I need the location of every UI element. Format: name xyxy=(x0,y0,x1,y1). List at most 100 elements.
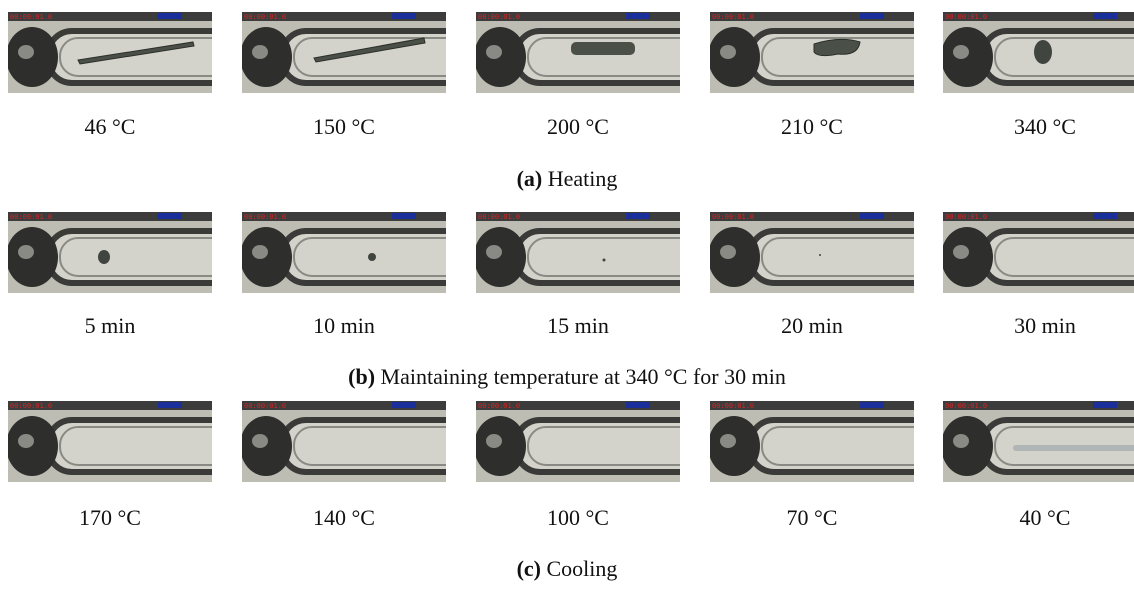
tip-glare xyxy=(486,45,502,59)
panel-label: (a) xyxy=(517,166,543,191)
image-marker xyxy=(1093,13,1117,19)
frame-label: 10 min xyxy=(242,313,446,339)
frame-label: 20 min xyxy=(710,313,914,339)
tip-glare xyxy=(953,434,969,448)
micrograph: 00:00:01.0 xyxy=(242,12,446,93)
panel-caption-text: Maintaining temperature at 340 °C for 30… xyxy=(381,364,786,389)
tip-glare xyxy=(953,45,969,59)
image-marker xyxy=(158,213,182,219)
tip xyxy=(476,416,526,476)
tip-glare xyxy=(18,245,34,259)
tip-glare xyxy=(252,245,268,259)
particle xyxy=(1034,40,1052,64)
image-timestamp: 00:00:01.0 xyxy=(244,13,286,21)
tip xyxy=(8,227,58,287)
image-marker xyxy=(860,213,884,219)
particle xyxy=(368,253,376,261)
tip xyxy=(710,227,760,287)
frame-label: 150 °C xyxy=(242,114,446,140)
micrograph: 00:00:01.0 xyxy=(8,12,212,93)
frame-label: 200 °C xyxy=(476,114,680,140)
image-timestamp: 00:00:01.0 xyxy=(712,402,754,410)
particle xyxy=(98,250,110,264)
image-marker xyxy=(392,13,416,19)
particle xyxy=(819,254,821,256)
image-marker xyxy=(626,13,650,19)
micrograph: 00:00:01.0 xyxy=(242,401,446,482)
image-marker xyxy=(626,402,650,408)
micrograph: 00:00:01.0 xyxy=(476,212,680,293)
tip xyxy=(710,416,760,476)
tip xyxy=(943,227,993,287)
image-marker xyxy=(860,13,884,19)
image-marker xyxy=(1093,402,1117,408)
image-timestamp: 00:00:01.0 xyxy=(945,213,987,221)
micrograph: 00:00:01.0 xyxy=(476,12,680,93)
image-timestamp: 00:00:01.0 xyxy=(10,402,52,410)
particle xyxy=(1013,445,1134,451)
image-marker xyxy=(158,402,182,408)
panel-label: (b) xyxy=(348,364,375,389)
frame-label: 100 °C xyxy=(476,505,680,531)
image-timestamp: 00:00:01.0 xyxy=(478,402,520,410)
micrograph: 00:00:01.0 xyxy=(943,212,1134,293)
micrograph: 00:00:01.0 xyxy=(8,212,212,293)
micrograph: 00:00:01.0 xyxy=(242,212,446,293)
tip-glare xyxy=(720,245,736,259)
tip xyxy=(8,416,58,476)
tip xyxy=(476,227,526,287)
tip xyxy=(476,27,526,87)
image-timestamp: 00:00:01.0 xyxy=(10,13,52,21)
micrograph: 00:00:01.0 xyxy=(710,212,914,293)
tip-glare xyxy=(720,45,736,59)
tip-glare xyxy=(486,434,502,448)
micrograph: 00:00:01.0 xyxy=(943,401,1134,482)
particle xyxy=(603,259,606,262)
frame-label: 40 °C xyxy=(943,505,1134,531)
frame-label: 170 °C xyxy=(8,505,212,531)
micrograph: 00:00:01.0 xyxy=(8,401,212,482)
micrograph: 00:00:01.0 xyxy=(710,401,914,482)
frame-label: 70 °C xyxy=(710,505,914,531)
image-timestamp: 00:00:01.0 xyxy=(244,402,286,410)
tip-glare xyxy=(953,245,969,259)
image-timestamp: 00:00:01.0 xyxy=(712,213,754,221)
image-marker xyxy=(392,402,416,408)
tip-glare xyxy=(252,434,268,448)
panel-caption-text: Heating xyxy=(548,166,618,191)
image-timestamp: 00:00:01.0 xyxy=(478,13,520,21)
tip xyxy=(242,227,292,287)
frame-label: 340 °C xyxy=(943,114,1134,140)
tip xyxy=(710,27,760,87)
tip-glare xyxy=(18,434,34,448)
tip xyxy=(242,27,292,87)
micrograph: 00:00:01.0 xyxy=(476,401,680,482)
image-marker xyxy=(158,13,182,19)
tip-glare xyxy=(18,45,34,59)
frame-label: 5 min xyxy=(8,313,212,339)
tip xyxy=(943,27,993,87)
tip-glare xyxy=(720,434,736,448)
panel-caption: (c) Cooling xyxy=(0,556,1134,582)
micrograph: 00:00:01.0 xyxy=(943,12,1134,93)
figure: 00:00:01.0 46 °C 00:00:01.0 150 °C 00:00:01.… xyxy=(0,0,1134,591)
frame-label: 140 °C xyxy=(242,505,446,531)
image-timestamp: 00:00:01.0 xyxy=(945,402,987,410)
image-marker xyxy=(860,402,884,408)
frame-label: 15 min xyxy=(476,313,680,339)
micrograph: 00:00:01.0 xyxy=(710,12,914,93)
image-marker xyxy=(626,213,650,219)
tip xyxy=(943,416,993,476)
image-marker xyxy=(1093,213,1117,219)
frame-label: 46 °C xyxy=(8,114,212,140)
particle xyxy=(571,42,635,55)
panel-caption: (b) Maintaining temperature at 340 °C fo… xyxy=(0,364,1134,390)
panel-caption-text: Cooling xyxy=(547,556,618,581)
tip xyxy=(8,27,58,87)
image-marker xyxy=(392,213,416,219)
tip-glare xyxy=(252,45,268,59)
frame-label: 210 °C xyxy=(710,114,914,140)
image-timestamp: 00:00:01.0 xyxy=(712,13,754,21)
image-timestamp: 00:00:01.0 xyxy=(244,213,286,221)
image-timestamp: 00:00:01.0 xyxy=(478,213,520,221)
